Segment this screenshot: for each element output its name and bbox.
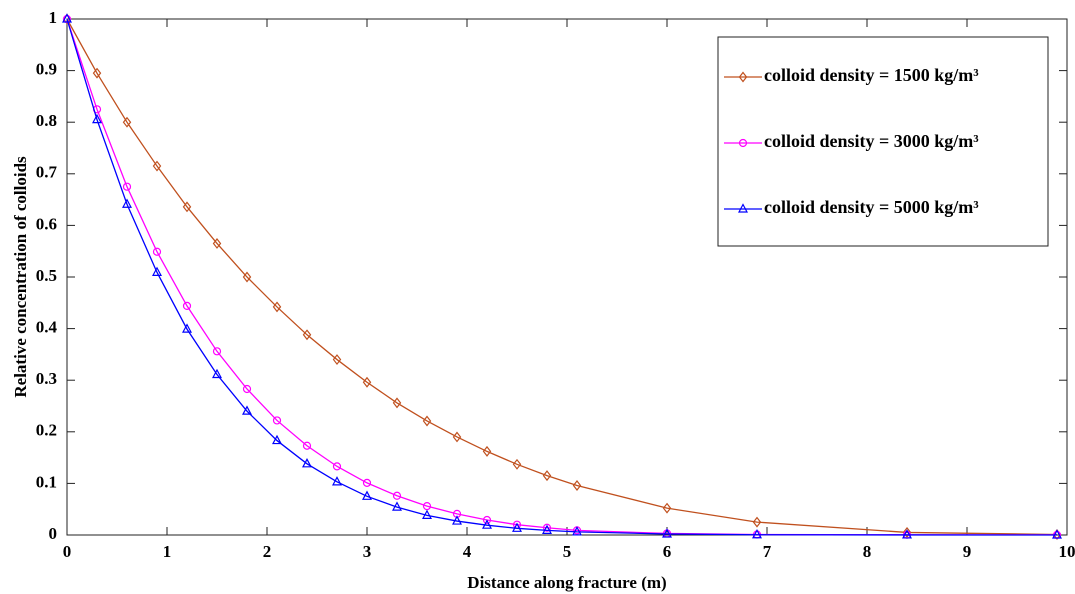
point	[182, 301, 192, 310]
y-tick-label: 0.9	[36, 60, 57, 79]
point	[392, 491, 402, 500]
point	[482, 515, 492, 525]
point	[182, 201, 192, 213]
point	[242, 271, 252, 283]
x-tick-label: 3	[363, 542, 372, 561]
y-tick-label: 0.6	[36, 214, 57, 233]
point	[392, 397, 402, 409]
point	[512, 522, 522, 532]
x-tick-label: 9	[963, 542, 972, 561]
series-line	[66, 18, 1058, 536]
y-tick-label: 1	[49, 8, 58, 27]
point	[512, 458, 522, 470]
y-tick-label: 0.3	[36, 369, 57, 388]
point	[422, 509, 432, 519]
y-tick-label: 0.4	[36, 318, 58, 337]
point	[482, 519, 492, 529]
point	[662, 502, 672, 514]
point	[572, 526, 582, 536]
point	[422, 415, 432, 427]
x-axis-label: Distance along fracture (m)	[467, 573, 666, 592]
point	[152, 247, 162, 256]
point	[542, 470, 552, 482]
point	[242, 384, 252, 394]
point	[272, 434, 282, 445]
point	[452, 515, 462, 525]
point	[242, 405, 252, 415]
series-line	[66, 18, 1058, 536]
y-tick-label: 0.8	[36, 111, 57, 130]
point	[392, 501, 402, 511]
point	[332, 476, 342, 486]
y-tick-label: 0.5	[36, 266, 57, 285]
y-axis-label: Relative concentration of colloids	[11, 156, 30, 398]
point	[738, 138, 748, 148]
point	[738, 203, 748, 213]
x-tick-label: 1	[163, 542, 172, 561]
y-tick-label: 0	[49, 524, 58, 543]
point	[302, 441, 312, 450]
x-tick-label: 0	[63, 542, 72, 561]
y-tick-label: 0.2	[36, 421, 57, 440]
point	[92, 113, 102, 124]
point	[572, 479, 582, 491]
point	[752, 528, 762, 539]
point	[452, 431, 462, 443]
x-tick-label: 10	[1059, 542, 1075, 561]
point	[362, 376, 372, 388]
point	[182, 323, 192, 333]
point	[662, 528, 672, 538]
point	[752, 516, 762, 528]
point	[902, 526, 912, 538]
legend-box	[717, 36, 1049, 247]
point	[422, 502, 432, 511]
x-tick-label: 4	[463, 542, 472, 561]
point	[62, 13, 72, 23]
point	[1052, 529, 1062, 539]
legend-label: colloid density = 3000 kg/m³	[764, 131, 979, 151]
point	[62, 13, 72, 25]
point	[92, 67, 102, 79]
point	[542, 524, 552, 534]
point	[302, 458, 312, 468]
x-tick-label: 5	[563, 542, 572, 561]
point	[122, 116, 132, 128]
point	[272, 301, 282, 313]
point	[212, 347, 222, 356]
point	[738, 71, 748, 83]
point	[122, 182, 132, 191]
point	[212, 368, 222, 379]
x-tick-label: 7	[763, 542, 772, 561]
x-tick-label: 8	[863, 542, 872, 561]
y-tick-label: 0.7	[36, 163, 58, 182]
point	[302, 329, 312, 341]
point	[332, 354, 342, 366]
x-tick-label: 6	[663, 542, 672, 561]
point	[542, 523, 552, 532]
series-line	[66, 18, 1058, 536]
point	[152, 266, 162, 276]
point	[272, 416, 282, 425]
point	[332, 462, 342, 471]
y-tick-label: 0.1	[36, 472, 57, 491]
point	[122, 198, 132, 208]
x-tick-label: 2	[263, 542, 272, 561]
legend-label: colloid density = 5000 kg/m³	[764, 197, 979, 217]
point	[362, 490, 372, 500]
point	[902, 529, 912, 539]
point	[152, 160, 162, 172]
legend-label: colloid density = 1500 kg/m³	[764, 65, 979, 85]
point	[482, 445, 492, 457]
point	[212, 237, 222, 249]
point	[362, 478, 372, 487]
